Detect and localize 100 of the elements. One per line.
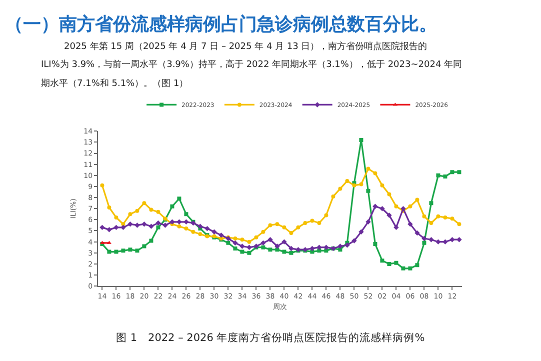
point	[310, 250, 314, 254]
point	[142, 201, 146, 206]
point	[394, 224, 399, 230]
point	[289, 250, 294, 255]
point	[121, 248, 126, 253]
point	[198, 224, 203, 229]
point	[274, 244, 280, 249]
point	[128, 212, 132, 216]
point	[128, 248, 132, 252]
point	[240, 244, 245, 249]
point	[268, 237, 273, 242]
point	[428, 237, 434, 242]
point	[414, 230, 420, 236]
point	[422, 236, 427, 242]
point	[100, 224, 105, 230]
point	[380, 258, 384, 263]
point	[408, 266, 412, 270]
point	[204, 226, 210, 232]
chart-title: （一）南方省份流感样病例占门急诊病例总数百分比。	[5, 14, 437, 35]
point	[422, 240, 426, 245]
point	[422, 214, 426, 218]
point	[324, 244, 329, 250]
point	[394, 204, 398, 208]
caption: 图 1 2022 – 2026 年度南方省份哨点医院报告的流感样病例%	[116, 331, 425, 344]
point	[415, 263, 420, 268]
point	[233, 246, 238, 250]
point	[149, 208, 154, 212]
point	[114, 224, 119, 230]
point	[128, 222, 133, 227]
point	[443, 215, 448, 220]
point	[450, 237, 455, 242]
point	[156, 225, 160, 230]
point	[114, 215, 118, 220]
point	[260, 240, 266, 246]
point	[366, 219, 371, 224]
point	[268, 223, 272, 228]
point	[436, 214, 440, 218]
point	[170, 204, 174, 208]
point	[296, 225, 300, 230]
point	[107, 250, 112, 254]
point	[282, 250, 286, 254]
point	[352, 238, 357, 244]
point	[359, 182, 364, 186]
point	[177, 196, 182, 201]
point	[408, 222, 413, 227]
point	[443, 174, 448, 179]
point	[254, 235, 258, 240]
point	[226, 240, 230, 245]
point	[282, 239, 287, 244]
point	[394, 260, 398, 265]
point	[288, 246, 294, 252]
point	[366, 188, 370, 193]
point	[114, 250, 118, 254]
point	[310, 218, 314, 223]
point	[135, 208, 140, 213]
point	[240, 250, 244, 254]
point	[176, 219, 182, 224]
point	[338, 186, 342, 191]
point	[156, 210, 160, 214]
point	[218, 232, 224, 238]
point	[149, 238, 154, 243]
point	[317, 221, 322, 226]
point	[331, 194, 336, 198]
point	[429, 221, 434, 226]
point	[289, 230, 294, 235]
point	[436, 239, 441, 244]
point	[436, 173, 440, 178]
point	[345, 178, 350, 183]
point	[184, 212, 188, 216]
point	[373, 242, 378, 246]
point	[380, 206, 385, 212]
point	[359, 138, 364, 142]
point	[457, 170, 462, 174]
point	[310, 246, 315, 252]
point	[107, 206, 112, 210]
point	[387, 262, 392, 266]
point	[212, 229, 217, 234]
point	[121, 222, 126, 226]
point	[338, 244, 343, 249]
point	[268, 248, 272, 252]
point	[170, 219, 175, 224]
point	[142, 244, 146, 248]
point	[162, 222, 168, 228]
point	[387, 192, 392, 196]
point	[373, 171, 378, 176]
point	[100, 183, 104, 188]
point	[324, 213, 328, 218]
point	[450, 216, 454, 221]
point	[380, 183, 384, 188]
point	[106, 227, 112, 232]
point	[366, 166, 370, 171]
point	[240, 238, 244, 242]
point	[142, 222, 147, 227]
point	[184, 219, 189, 224]
point	[232, 240, 238, 246]
point	[120, 224, 126, 230]
point	[247, 250, 252, 255]
point	[247, 240, 252, 244]
point	[372, 204, 378, 209]
point	[401, 266, 406, 270]
